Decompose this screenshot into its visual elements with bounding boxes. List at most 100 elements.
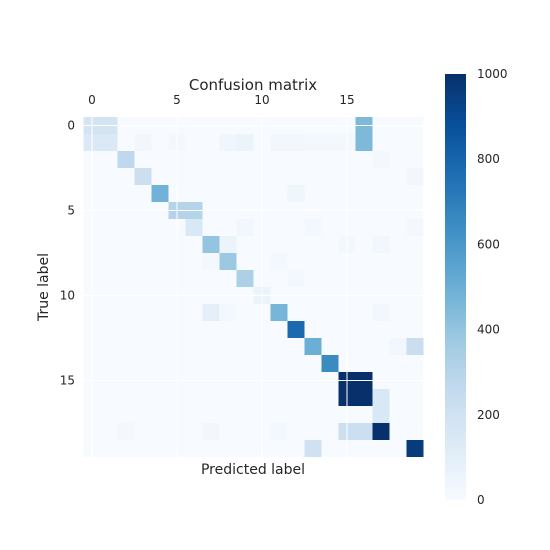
heatmap-cell xyxy=(372,219,390,236)
heatmap-cell xyxy=(321,134,339,151)
heatmap-cell xyxy=(270,134,288,151)
heatmap-cell xyxy=(219,270,237,287)
heatmap-cell xyxy=(372,151,390,168)
heatmap-cell xyxy=(100,185,118,202)
heatmap-cell xyxy=(134,440,152,457)
heatmap-cell xyxy=(134,185,152,202)
heatmap-cell xyxy=(236,406,254,423)
heatmap-cell xyxy=(117,168,135,185)
heatmap-cell xyxy=(236,423,254,440)
heatmap-cells xyxy=(83,117,424,457)
heatmap-cell xyxy=(321,253,339,270)
heatmap-cell xyxy=(372,270,390,287)
heatmap-cell xyxy=(389,236,407,253)
colorbar-tick-label: 400 xyxy=(477,323,500,337)
heatmap-cell xyxy=(304,338,322,355)
heatmap-cell xyxy=(389,423,407,440)
heatmap-cell xyxy=(406,389,424,406)
heatmap-cell xyxy=(270,304,288,321)
heatmap-cell xyxy=(236,253,254,270)
heatmap-cell xyxy=(236,338,254,355)
heatmap-cell xyxy=(100,406,118,423)
y-tick-label: 0 xyxy=(67,119,75,133)
heatmap-cell xyxy=(270,406,288,423)
heatmap-cell xyxy=(202,151,220,168)
heatmap-cell xyxy=(117,321,135,338)
x-tick-label: 5 xyxy=(173,93,181,107)
heatmap-cell xyxy=(321,321,339,338)
heatmap-grid xyxy=(83,117,424,457)
heatmap-cell xyxy=(406,355,424,372)
heatmap-cell xyxy=(372,134,390,151)
heatmap-cell xyxy=(134,355,152,372)
heatmap-cell xyxy=(100,389,118,406)
heatmap-cell xyxy=(270,236,288,253)
heatmap-cell xyxy=(151,270,169,287)
heatmap-cell xyxy=(100,423,118,440)
heatmap-cell xyxy=(287,406,305,423)
heatmap-cell xyxy=(389,355,407,372)
heatmap-cell xyxy=(406,304,424,321)
heatmap-cell xyxy=(372,304,390,321)
heatmap-cell xyxy=(355,270,373,287)
heatmap-cell xyxy=(202,321,220,338)
heatmap-cell xyxy=(355,304,373,321)
heatmap-cell xyxy=(304,134,322,151)
heatmap-cell xyxy=(185,355,203,372)
y-axis-label: True label xyxy=(36,253,52,322)
heatmap-cell xyxy=(151,253,169,270)
heatmap-cell xyxy=(304,321,322,338)
heatmap-cell xyxy=(202,338,220,355)
heatmap-cell xyxy=(355,321,373,338)
heatmap-cell xyxy=(406,185,424,202)
heatmap-cell xyxy=(185,151,203,168)
x-tick-label: 15 xyxy=(339,93,354,107)
heatmap-cell xyxy=(219,440,237,457)
heatmap-cell xyxy=(151,406,169,423)
heatmap-cell xyxy=(355,236,373,253)
heatmap-cell xyxy=(202,185,220,202)
heatmap-cell xyxy=(270,185,288,202)
heatmap-cell xyxy=(321,168,339,185)
heatmap-cell xyxy=(270,219,288,236)
heatmap-cell xyxy=(185,338,203,355)
heatmap-cell xyxy=(406,440,424,457)
heatmap-cell xyxy=(100,440,118,457)
heatmap-cell xyxy=(304,270,322,287)
heatmap-cell xyxy=(219,134,237,151)
heatmap-cell xyxy=(100,134,118,151)
heatmap-cell xyxy=(134,219,152,236)
heatmap-cell xyxy=(372,440,390,457)
heatmap-cell xyxy=(236,168,254,185)
heatmap-cell xyxy=(406,423,424,440)
heatmap-cell xyxy=(287,304,305,321)
heatmap-cell xyxy=(151,304,169,321)
heatmap-cell xyxy=(287,423,305,440)
heatmap-cell xyxy=(202,389,220,406)
heatmap-cell xyxy=(355,406,373,423)
heatmap-cell xyxy=(372,355,390,372)
heatmap-cell xyxy=(134,253,152,270)
heatmap-cell xyxy=(117,270,135,287)
heatmap-cell xyxy=(202,219,220,236)
heatmap-cell xyxy=(270,423,288,440)
heatmap-cell xyxy=(134,151,152,168)
heatmap-cell xyxy=(117,134,135,151)
heatmap-cell xyxy=(134,321,152,338)
heatmap-cell xyxy=(117,440,135,457)
x-tick-label: 0 xyxy=(88,93,96,107)
heatmap-cell xyxy=(321,406,339,423)
heatmap-cell xyxy=(372,236,390,253)
x-axis-label: Predicted label xyxy=(201,462,305,478)
y-tick-label: 5 xyxy=(67,204,75,218)
heatmap-cell xyxy=(117,219,135,236)
heatmap-cell xyxy=(355,219,373,236)
heatmap-cell xyxy=(389,185,407,202)
heatmap-cell xyxy=(151,423,169,440)
heatmap-cell xyxy=(287,134,305,151)
heatmap-cell xyxy=(355,151,373,168)
heatmap-cell xyxy=(389,270,407,287)
heatmap-cell xyxy=(236,321,254,338)
heatmap-cell xyxy=(117,389,135,406)
heatmap-cell xyxy=(304,151,322,168)
